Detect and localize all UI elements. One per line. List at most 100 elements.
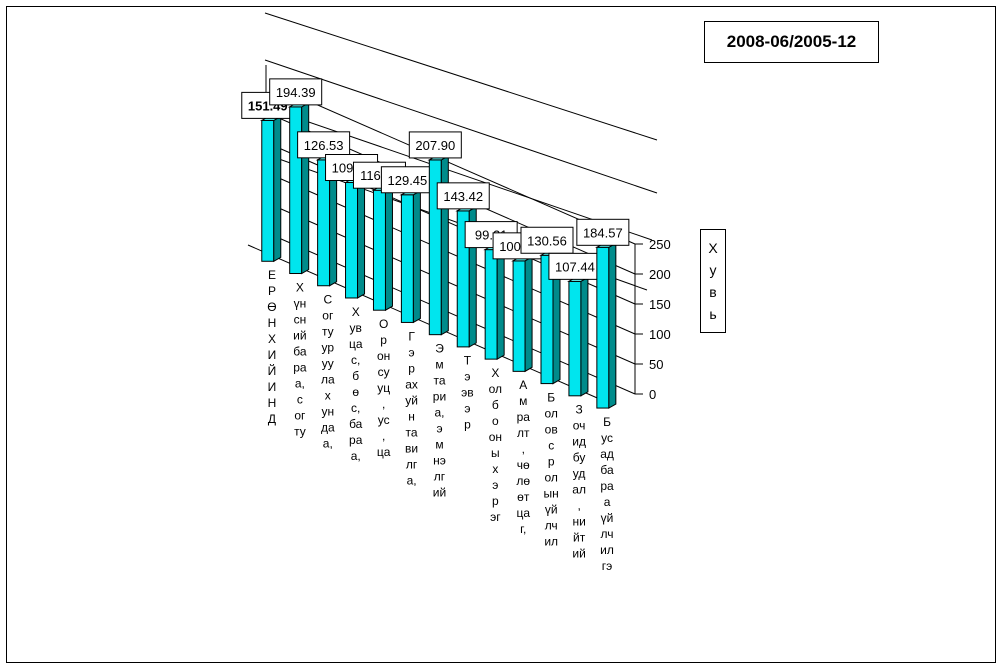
category-label: , — [577, 499, 580, 513]
category-label: б — [352, 369, 359, 383]
category-label: ы — [491, 446, 500, 460]
category-label: а, — [323, 437, 333, 451]
category-label: м — [435, 438, 443, 452]
category-label: ий — [293, 328, 306, 342]
y-tick-label: 250 — [649, 237, 671, 252]
category-label: ад — [600, 447, 614, 461]
category-label: эг — [490, 510, 501, 524]
category-label: С — [323, 293, 332, 307]
category-label: ил — [600, 543, 614, 557]
category-label: лг — [406, 457, 418, 471]
bar-front — [345, 182, 359, 299]
data-label: 129.45 — [388, 173, 428, 188]
category-label: ца — [516, 506, 530, 520]
category-label: ув — [350, 321, 362, 335]
category-label: э — [436, 422, 442, 436]
category-label: А — [519, 378, 527, 392]
data-label-box — [436, 182, 490, 210]
category-label: ни — [572, 515, 585, 529]
y-axis-label-letter: ь — [709, 306, 717, 322]
category-label: Н — [268, 396, 277, 410]
category-label: су — [378, 365, 390, 379]
category-label: э — [492, 478, 498, 492]
category-label: ви — [405, 441, 418, 455]
category-label: , — [522, 442, 525, 456]
category-label: с, — [351, 401, 360, 415]
data-label-box — [297, 131, 351, 159]
y-axis-label-letter: Х — [708, 240, 718, 256]
category-label: уй — [405, 393, 418, 407]
category-label: Т — [464, 354, 472, 368]
category-label: х — [492, 462, 498, 476]
y-tick-label: 100 — [649, 327, 671, 342]
category-label: ба — [293, 344, 307, 358]
category-label: м — [435, 358, 443, 372]
bar-side — [608, 242, 617, 409]
category-label: ба — [349, 417, 363, 431]
category-label: И — [268, 348, 277, 362]
y-axis-label-letter: в — [709, 284, 717, 300]
category-label: ла — [321, 373, 335, 387]
bar-side — [357, 177, 366, 299]
data-label-box — [576, 218, 630, 246]
category-label: ид — [572, 435, 586, 449]
category-label: Н — [268, 316, 277, 330]
category-label: ах — [405, 377, 418, 391]
grid-line-upper — [264, 12, 658, 141]
category-label: э — [464, 370, 470, 384]
data-label-box — [269, 78, 323, 106]
data-label-box — [408, 131, 462, 159]
category-label: ба — [600, 463, 614, 477]
category-label: р — [380, 333, 387, 347]
category-label: ол — [544, 470, 557, 484]
category-label: Й — [268, 363, 277, 378]
bar-side — [273, 115, 282, 263]
category-label: Д — [268, 412, 276, 426]
category-label: э — [409, 345, 415, 359]
category-label: уд — [573, 467, 586, 481]
category-label: ий — [572, 547, 585, 561]
category-label: Г — [408, 329, 415, 343]
category-label: йт — [573, 531, 586, 545]
category-label: р — [492, 494, 499, 508]
data-label: 130.56 — [527, 233, 567, 248]
category-label: с, — [351, 353, 360, 367]
category-label: , — [382, 429, 385, 443]
category-label: м — [519, 394, 527, 408]
category-label: О — [379, 317, 388, 331]
y-tick-label: 0 — [649, 387, 656, 402]
category-label: р — [548, 454, 555, 468]
category-label: гэ — [602, 559, 613, 573]
y-axis-label-letter: у — [709, 262, 717, 278]
category-label: ог — [294, 408, 306, 422]
category-label: ол — [544, 406, 557, 420]
category-label: э — [464, 402, 470, 416]
data-label: 184.57 — [583, 225, 623, 240]
bar-side — [384, 185, 393, 312]
category-label: оч — [573, 419, 586, 433]
category-label: И — [268, 380, 277, 394]
category-label: чө — [517, 458, 530, 472]
category-label: Э — [435, 342, 444, 356]
category-label: р — [464, 418, 471, 432]
category-label: Х — [352, 305, 360, 319]
bar-front — [484, 249, 498, 360]
category-label: ог — [322, 309, 334, 323]
category-label: ту — [322, 325, 334, 339]
bar-front — [372, 189, 386, 311]
category-label: лө — [516, 474, 530, 488]
category-label: эв — [461, 386, 474, 400]
category-label: ур — [322, 341, 335, 355]
category-label: Р — [268, 284, 276, 298]
category-label: уу — [322, 357, 334, 371]
category-label: ал — [572, 483, 586, 497]
category-label: ца — [349, 337, 363, 351]
category-label: ун — [321, 405, 334, 419]
category-label: та — [406, 425, 418, 439]
category-label: Х — [268, 332, 276, 346]
category-label: ра — [517, 410, 531, 424]
category-label: З — [575, 403, 582, 417]
chart-svg: 050100150200250151.49ЕРӨНХИЙИНД194.39Хүн… — [241, 12, 671, 573]
